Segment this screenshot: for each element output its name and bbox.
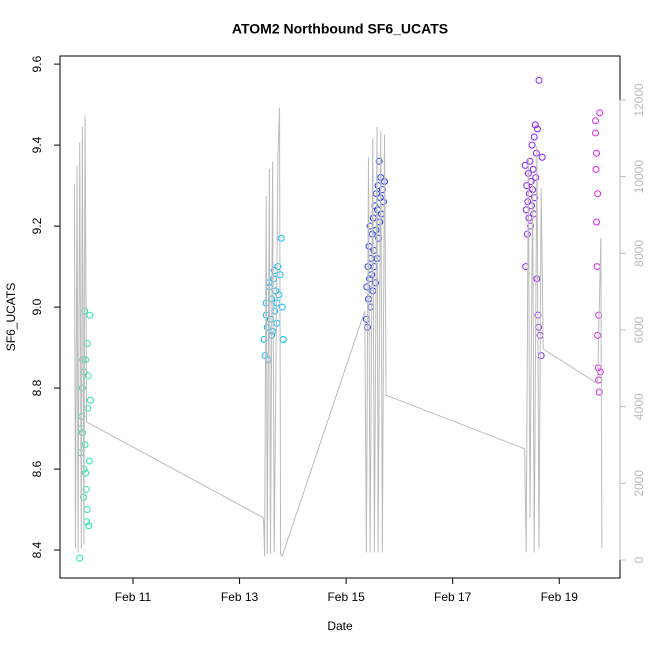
data-point — [533, 275, 541, 283]
data-point — [375, 157, 383, 165]
data-point — [277, 234, 285, 242]
y2-tick-label: 12000 — [632, 83, 646, 117]
data-point — [530, 210, 538, 218]
data-point — [594, 331, 602, 339]
data-point — [84, 404, 92, 412]
data-point — [86, 396, 94, 404]
data-point — [78, 429, 86, 437]
data-point — [596, 109, 604, 117]
x-tick-label: Feb 11 — [115, 590, 152, 604]
data-point — [370, 246, 378, 254]
data-point — [366, 275, 374, 283]
y-tick-label: 8.6 — [30, 460, 44, 477]
data-point — [537, 352, 545, 360]
data-point — [85, 522, 93, 530]
data-point — [365, 295, 373, 303]
data-point — [81, 441, 89, 449]
data-point — [278, 303, 286, 311]
y2-tick-label: 6000 — [632, 316, 646, 343]
y-tick-label: 9.6 — [30, 55, 44, 72]
data-point — [538, 153, 546, 161]
data-point — [272, 287, 280, 295]
data-point — [82, 485, 90, 493]
data-point — [593, 263, 601, 271]
data-point — [83, 506, 91, 514]
data-point — [531, 121, 539, 129]
data-point — [525, 190, 533, 198]
data-point — [595, 376, 603, 384]
data-point — [522, 206, 530, 214]
data-point — [523, 230, 531, 238]
y-tick-label: 9.2 — [30, 217, 44, 234]
data-point — [528, 202, 536, 210]
altitude-line — [73, 107, 603, 558]
data-point — [83, 340, 91, 348]
y2-tick-label: 4000 — [632, 393, 646, 420]
data-point — [531, 194, 539, 202]
data-point — [269, 327, 277, 335]
data-point — [594, 190, 602, 198]
y-tick-label: 9.0 — [30, 298, 44, 315]
data-point — [78, 384, 86, 392]
data-point — [532, 173, 540, 181]
data-point — [593, 218, 601, 226]
data-point — [367, 303, 375, 311]
data-point — [591, 129, 599, 137]
x-tick-label: Feb 13 — [221, 590, 259, 604]
data-point — [595, 388, 603, 396]
data-point — [530, 133, 538, 141]
data-point — [371, 279, 379, 287]
data-point — [378, 186, 386, 194]
x-axis-label: Date — [327, 619, 353, 633]
data-point — [362, 315, 370, 323]
data-point — [84, 372, 92, 380]
x-tick-label: Feb 19 — [541, 590, 579, 604]
y-tick-label: 8.4 — [30, 541, 44, 558]
data-point — [82, 356, 90, 364]
data-point — [596, 368, 604, 376]
y-axis-label: SF6_UCATS — [4, 283, 18, 351]
x-tick-label: Feb 15 — [327, 590, 365, 604]
data-point — [363, 283, 371, 291]
data-point — [533, 125, 541, 133]
data-point — [529, 165, 537, 173]
y-tick-label: 9.4 — [30, 136, 44, 153]
chart-title: ATOM2 Northbound SF6_UCATS — [232, 21, 448, 37]
x-tick-label: Feb 17 — [434, 590, 472, 604]
data-point — [82, 469, 90, 477]
data-point — [591, 117, 599, 125]
y2-tick-label: 2000 — [632, 470, 646, 497]
data-point — [274, 263, 282, 271]
data-point — [369, 287, 377, 295]
y-tick-label: 8.8 — [30, 379, 44, 396]
data-point — [275, 291, 283, 299]
data-point — [85, 457, 93, 465]
data-point — [593, 149, 601, 157]
y2-tick-label: 8000 — [632, 240, 646, 267]
y2-tick-label: 0 — [632, 556, 646, 563]
data-point — [535, 76, 543, 84]
data-point — [523, 182, 531, 190]
data-point — [528, 141, 536, 149]
data-point — [76, 554, 84, 562]
data-point — [592, 165, 600, 173]
data-point — [526, 157, 534, 165]
data-point — [86, 311, 94, 319]
y2-tick-label: 10000 — [632, 160, 646, 194]
data-point — [279, 335, 287, 343]
